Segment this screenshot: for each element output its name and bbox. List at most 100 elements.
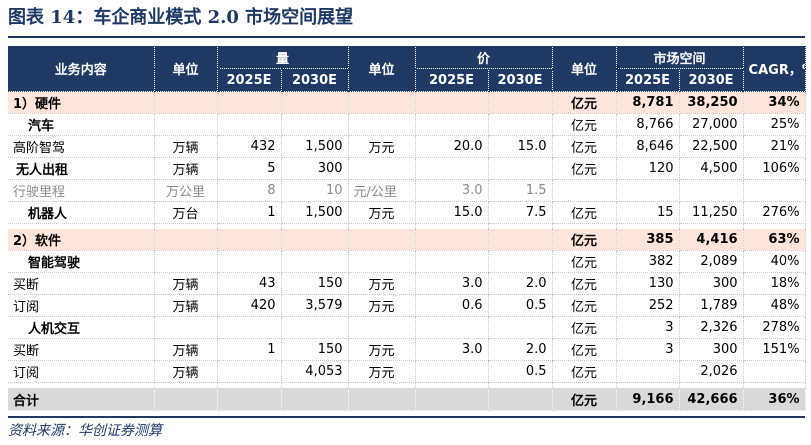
cell-unit-volume: 万公里 [154,179,218,202]
row-label: 订阅 [8,294,155,317]
cell-unit-market: 亿元 [552,388,617,411]
cell-cagr [743,360,806,383]
header-unit-volume: 单位 [154,46,218,92]
cell-market-2030: 300 [679,338,744,361]
row-spacer [8,382,806,388]
row-label: 智能驾驶 [8,250,155,273]
header-unit-market: 单位 [552,46,617,92]
cell-volume-2025: 420 [217,294,282,317]
cell-price-2025 [415,157,489,180]
cell-volume-2025: 432 [217,135,282,158]
cell-market-2025: 3 [616,338,680,361]
cell-market-2025 [616,179,680,202]
cell-market-2025: 8,781 [616,91,680,114]
cell-volume-2030: 300 [281,157,349,180]
header-market-2025: 2025E [616,68,680,92]
cell-unit-price [348,91,416,114]
total-row: 合计 亿元 9,166 42,666 36% [8,388,806,411]
cell-unit-market: 亿元 [552,360,617,383]
cell-cagr: 21% [743,135,806,158]
cell-price-2025: 0.6 [415,294,489,317]
cell-market-2025 [616,360,680,383]
bottom-rule [8,416,805,418]
header-business: 业务内容 [8,46,155,92]
cell-volume-2030: 10 [281,179,349,202]
cell-cagr: 34% [743,91,806,114]
cell-unit-volume [154,316,218,339]
market-space-table: 业务内容 单位 量 单位 价 单位 市场空间 CAGR，% 2025E 2030… [8,46,806,411]
cell-market-2025: 8,766 [616,113,680,136]
cell-market-2030: 2,026 [679,360,744,383]
cell-price-2025 [415,91,489,114]
cell-price-2030 [488,388,553,411]
cell-cagr: 40% [743,250,806,273]
row-label: 机器人 [8,201,155,224]
cell-market-2030: 2,089 [679,250,744,273]
header-cagr: CAGR，% [743,46,806,92]
cell-market-2025: 15 [616,201,680,224]
cell-unit-market: 亿元 [552,113,617,136]
cell-unit-market: 亿元 [552,294,617,317]
table-row: 高阶智驾 万辆 432 1,500 万元 20.0 15.0 亿元 8,646 … [8,135,806,158]
row-label: 1）硬件 [8,91,155,114]
table-row: 买断 万辆 43 150 万元 3.0 2.0 亿元 130 300 18% [8,272,806,295]
cell-unit-volume [154,388,218,411]
cell-unit-market: 亿元 [552,250,617,273]
table-row: 行驶里程 万公里 8 10 元/公里 3.0 1.5 [8,179,806,202]
header-market-2030: 2030E [679,68,744,92]
cell-price-2025: 3.0 [415,338,489,361]
cell-price-2030 [488,316,553,339]
cell-unit-volume: 万辆 [154,157,218,180]
cell-unit-volume [154,91,218,114]
cell-market-2025: 385 [616,229,680,251]
cell-unit-price [348,229,416,251]
cell-volume-2025 [217,91,282,114]
top-rule [8,36,805,38]
header-market-space: 市场空间 [616,46,744,69]
row-label: 高阶智驾 [8,135,155,158]
cell-market-2030: 11,250 [679,201,744,224]
cell-unit-price: 万元 [348,360,416,383]
cell-price-2025 [415,316,489,339]
cell-volume-2025 [217,229,282,251]
cell-unit-volume [154,250,218,273]
cell-market-2030 [679,179,744,202]
cell-cagr: 36% [743,388,806,411]
cell-market-2025: 120 [616,157,680,180]
cell-volume-2025 [217,360,282,383]
row-spacer [8,223,806,229]
cell-unit-market: 亿元 [552,229,617,251]
cell-market-2030: 27,000 [679,113,744,136]
cell-volume-2025: 43 [217,272,282,295]
cell-price-2030: 0.5 [488,360,553,383]
cell-unit-volume [154,113,218,136]
header-price-2025: 2025E [415,68,489,92]
cell-unit-market: 亿元 [552,91,617,114]
cell-volume-2025: 5 [217,157,282,180]
cell-price-2030: 2.0 [488,338,553,361]
cell-unit-volume: 万台 [154,201,218,224]
cell-unit-market: 亿元 [552,338,617,361]
cell-volume-2025 [217,250,282,273]
cell-unit-volume: 万辆 [154,338,218,361]
cell-market-2025: 130 [616,272,680,295]
table-row: 智能驾驶 亿元 382 2,089 40% [8,250,806,273]
cell-price-2030: 15.0 [488,135,553,158]
cell-market-2030: 38,250 [679,91,744,114]
cell-volume-2030: 1,500 [281,201,349,224]
cell-market-2025: 9,166 [616,388,680,411]
cell-volume-2030 [281,316,349,339]
cell-cagr: 25% [743,113,806,136]
cell-unit-market: 亿元 [552,157,617,180]
cell-unit-volume [154,229,218,251]
cell-unit-price [348,388,416,411]
row-label: 订阅 [8,360,155,383]
header-volume-2030: 2030E [281,68,349,92]
cell-volume-2030: 4,053 [281,360,349,383]
cell-price-2030: 2.0 [488,272,553,295]
cell-volume-2030 [281,229,349,251]
cell-volume-2030 [281,91,349,114]
cell-market-2030: 42,666 [679,388,744,411]
cell-unit-price [348,250,416,273]
cell-volume-2030 [281,113,349,136]
